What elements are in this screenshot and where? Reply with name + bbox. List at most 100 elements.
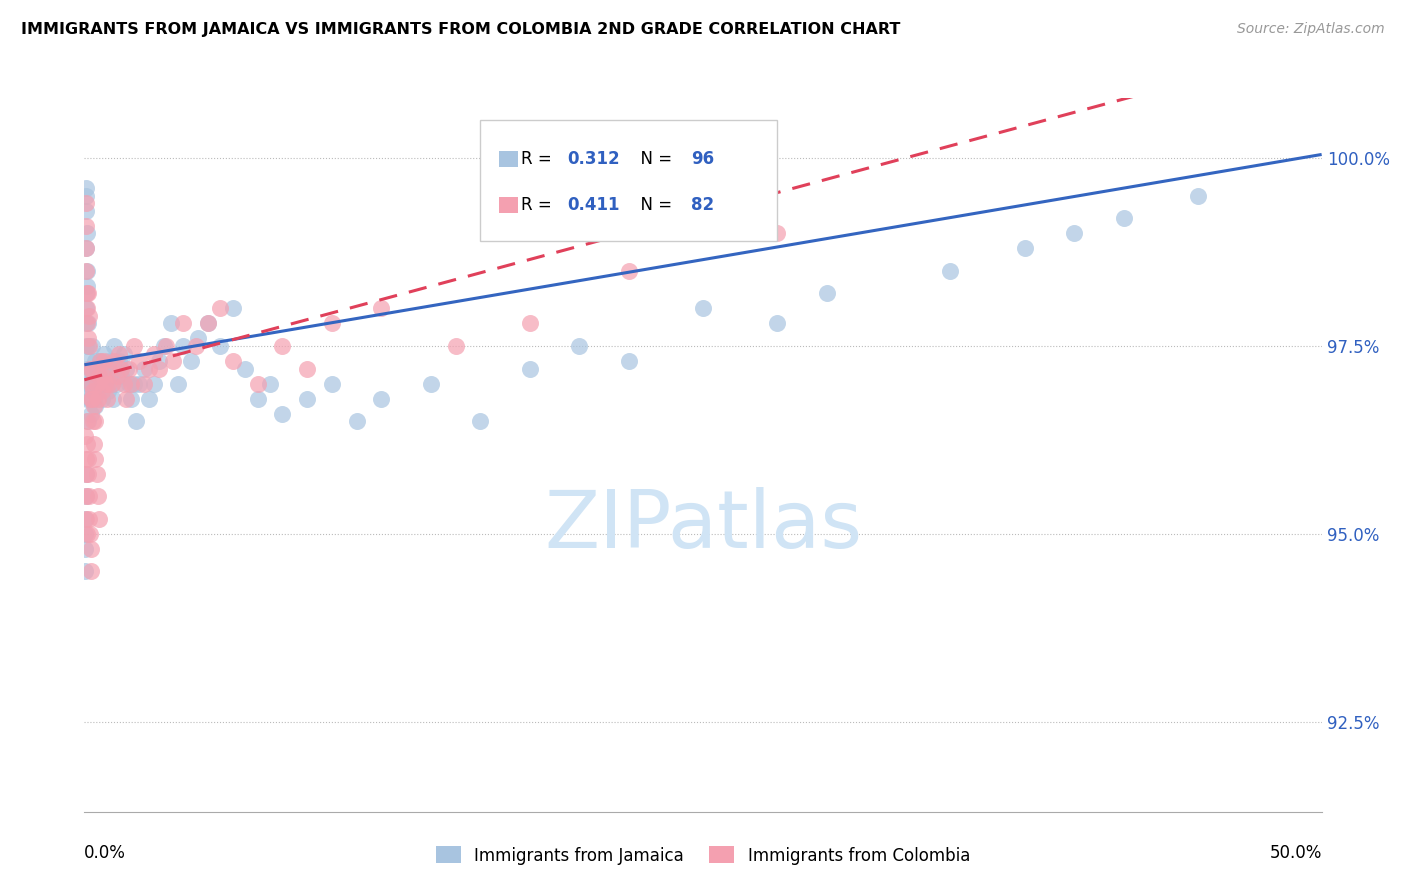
Point	[152, 339, 174, 353]
Point	[470, 414, 492, 428]
Point	[79, 361, 101, 376]
Text: R =: R =	[520, 196, 557, 214]
Point	[370, 392, 392, 406]
Point	[75, 264, 97, 278]
Point	[148, 354, 170, 368]
Text: IMMIGRANTS FROM JAMAICA VS IMMIGRANTS FROM COLOMBIA 2ND GRADE CORRELATION CHART: IMMIGRANTS FROM JAMAICA VS IMMIGRANTS FR…	[21, 22, 900, 37]
Point	[76, 451, 98, 466]
Point	[122, 339, 145, 353]
Point	[209, 301, 232, 316]
Point	[83, 399, 105, 413]
Point	[112, 346, 135, 360]
Point	[80, 392, 103, 406]
Point	[142, 346, 165, 360]
Point	[83, 392, 105, 406]
Point	[617, 354, 640, 368]
Point	[89, 512, 111, 526]
Point	[79, 526, 101, 541]
Point	[75, 541, 97, 556]
Point	[692, 301, 714, 316]
Point	[83, 354, 105, 368]
Point	[76, 392, 98, 406]
Point	[75, 451, 97, 466]
Point	[89, 354, 111, 368]
Bar	[499, 197, 517, 213]
Point	[162, 354, 184, 368]
Point	[187, 331, 209, 345]
Point	[180, 354, 202, 368]
Point	[295, 361, 318, 376]
Point	[79, 376, 101, 391]
Point	[259, 376, 281, 391]
Point	[222, 301, 245, 316]
Point	[120, 376, 142, 391]
Point	[97, 384, 120, 398]
Point	[271, 407, 294, 421]
Point	[76, 436, 98, 450]
Point	[76, 414, 98, 428]
Point	[75, 196, 97, 211]
Point	[94, 376, 117, 391]
Point	[80, 565, 103, 579]
Point	[148, 361, 170, 376]
Point	[82, 339, 104, 353]
Point	[75, 181, 97, 195]
Point	[346, 414, 368, 428]
Point	[91, 376, 114, 391]
Point	[76, 301, 98, 316]
Point	[271, 339, 294, 353]
Point	[75, 241, 97, 255]
Point	[321, 317, 343, 331]
Point	[83, 384, 105, 398]
Point	[89, 354, 111, 368]
Text: 50.0%: 50.0%	[1270, 844, 1322, 862]
Point	[98, 361, 121, 376]
Point	[1014, 241, 1036, 255]
Point	[79, 392, 101, 406]
Point	[617, 264, 640, 278]
Point	[222, 354, 245, 368]
Point	[172, 317, 194, 331]
Point	[103, 339, 125, 353]
Point	[104, 361, 127, 376]
Point	[766, 227, 789, 241]
Point	[77, 339, 100, 353]
Point	[138, 392, 160, 406]
Text: N =: N =	[630, 196, 676, 214]
Text: Source: ZipAtlas.com: Source: ZipAtlas.com	[1237, 22, 1385, 37]
Text: 0.411: 0.411	[568, 196, 620, 214]
Point	[1063, 227, 1085, 241]
Point	[83, 436, 105, 450]
Point	[76, 376, 98, 391]
Point	[125, 414, 148, 428]
Point	[87, 392, 110, 406]
Point	[89, 369, 111, 384]
Point	[118, 376, 141, 391]
Point	[105, 376, 128, 391]
Point	[80, 392, 103, 406]
Point	[295, 392, 318, 406]
Point	[87, 489, 110, 503]
Point	[76, 361, 98, 376]
Point	[76, 279, 98, 293]
Point	[90, 392, 112, 406]
Point	[84, 376, 107, 391]
Point	[197, 317, 219, 331]
Point	[444, 339, 467, 353]
Point	[76, 227, 98, 241]
Point	[321, 376, 343, 391]
Point	[75, 241, 97, 255]
Legend: Immigrants from Jamaica, Immigrants from Colombia: Immigrants from Jamaica, Immigrants from…	[429, 839, 977, 871]
Point	[76, 331, 98, 345]
Text: 0.0%: 0.0%	[84, 844, 127, 862]
Point	[91, 369, 114, 384]
Point	[75, 301, 97, 316]
Point	[76, 286, 98, 301]
Point	[86, 376, 108, 391]
Point	[246, 392, 269, 406]
Point	[108, 354, 131, 368]
Point	[75, 526, 97, 541]
Point	[84, 451, 107, 466]
Text: 0.312: 0.312	[568, 150, 620, 168]
Point	[103, 354, 125, 368]
